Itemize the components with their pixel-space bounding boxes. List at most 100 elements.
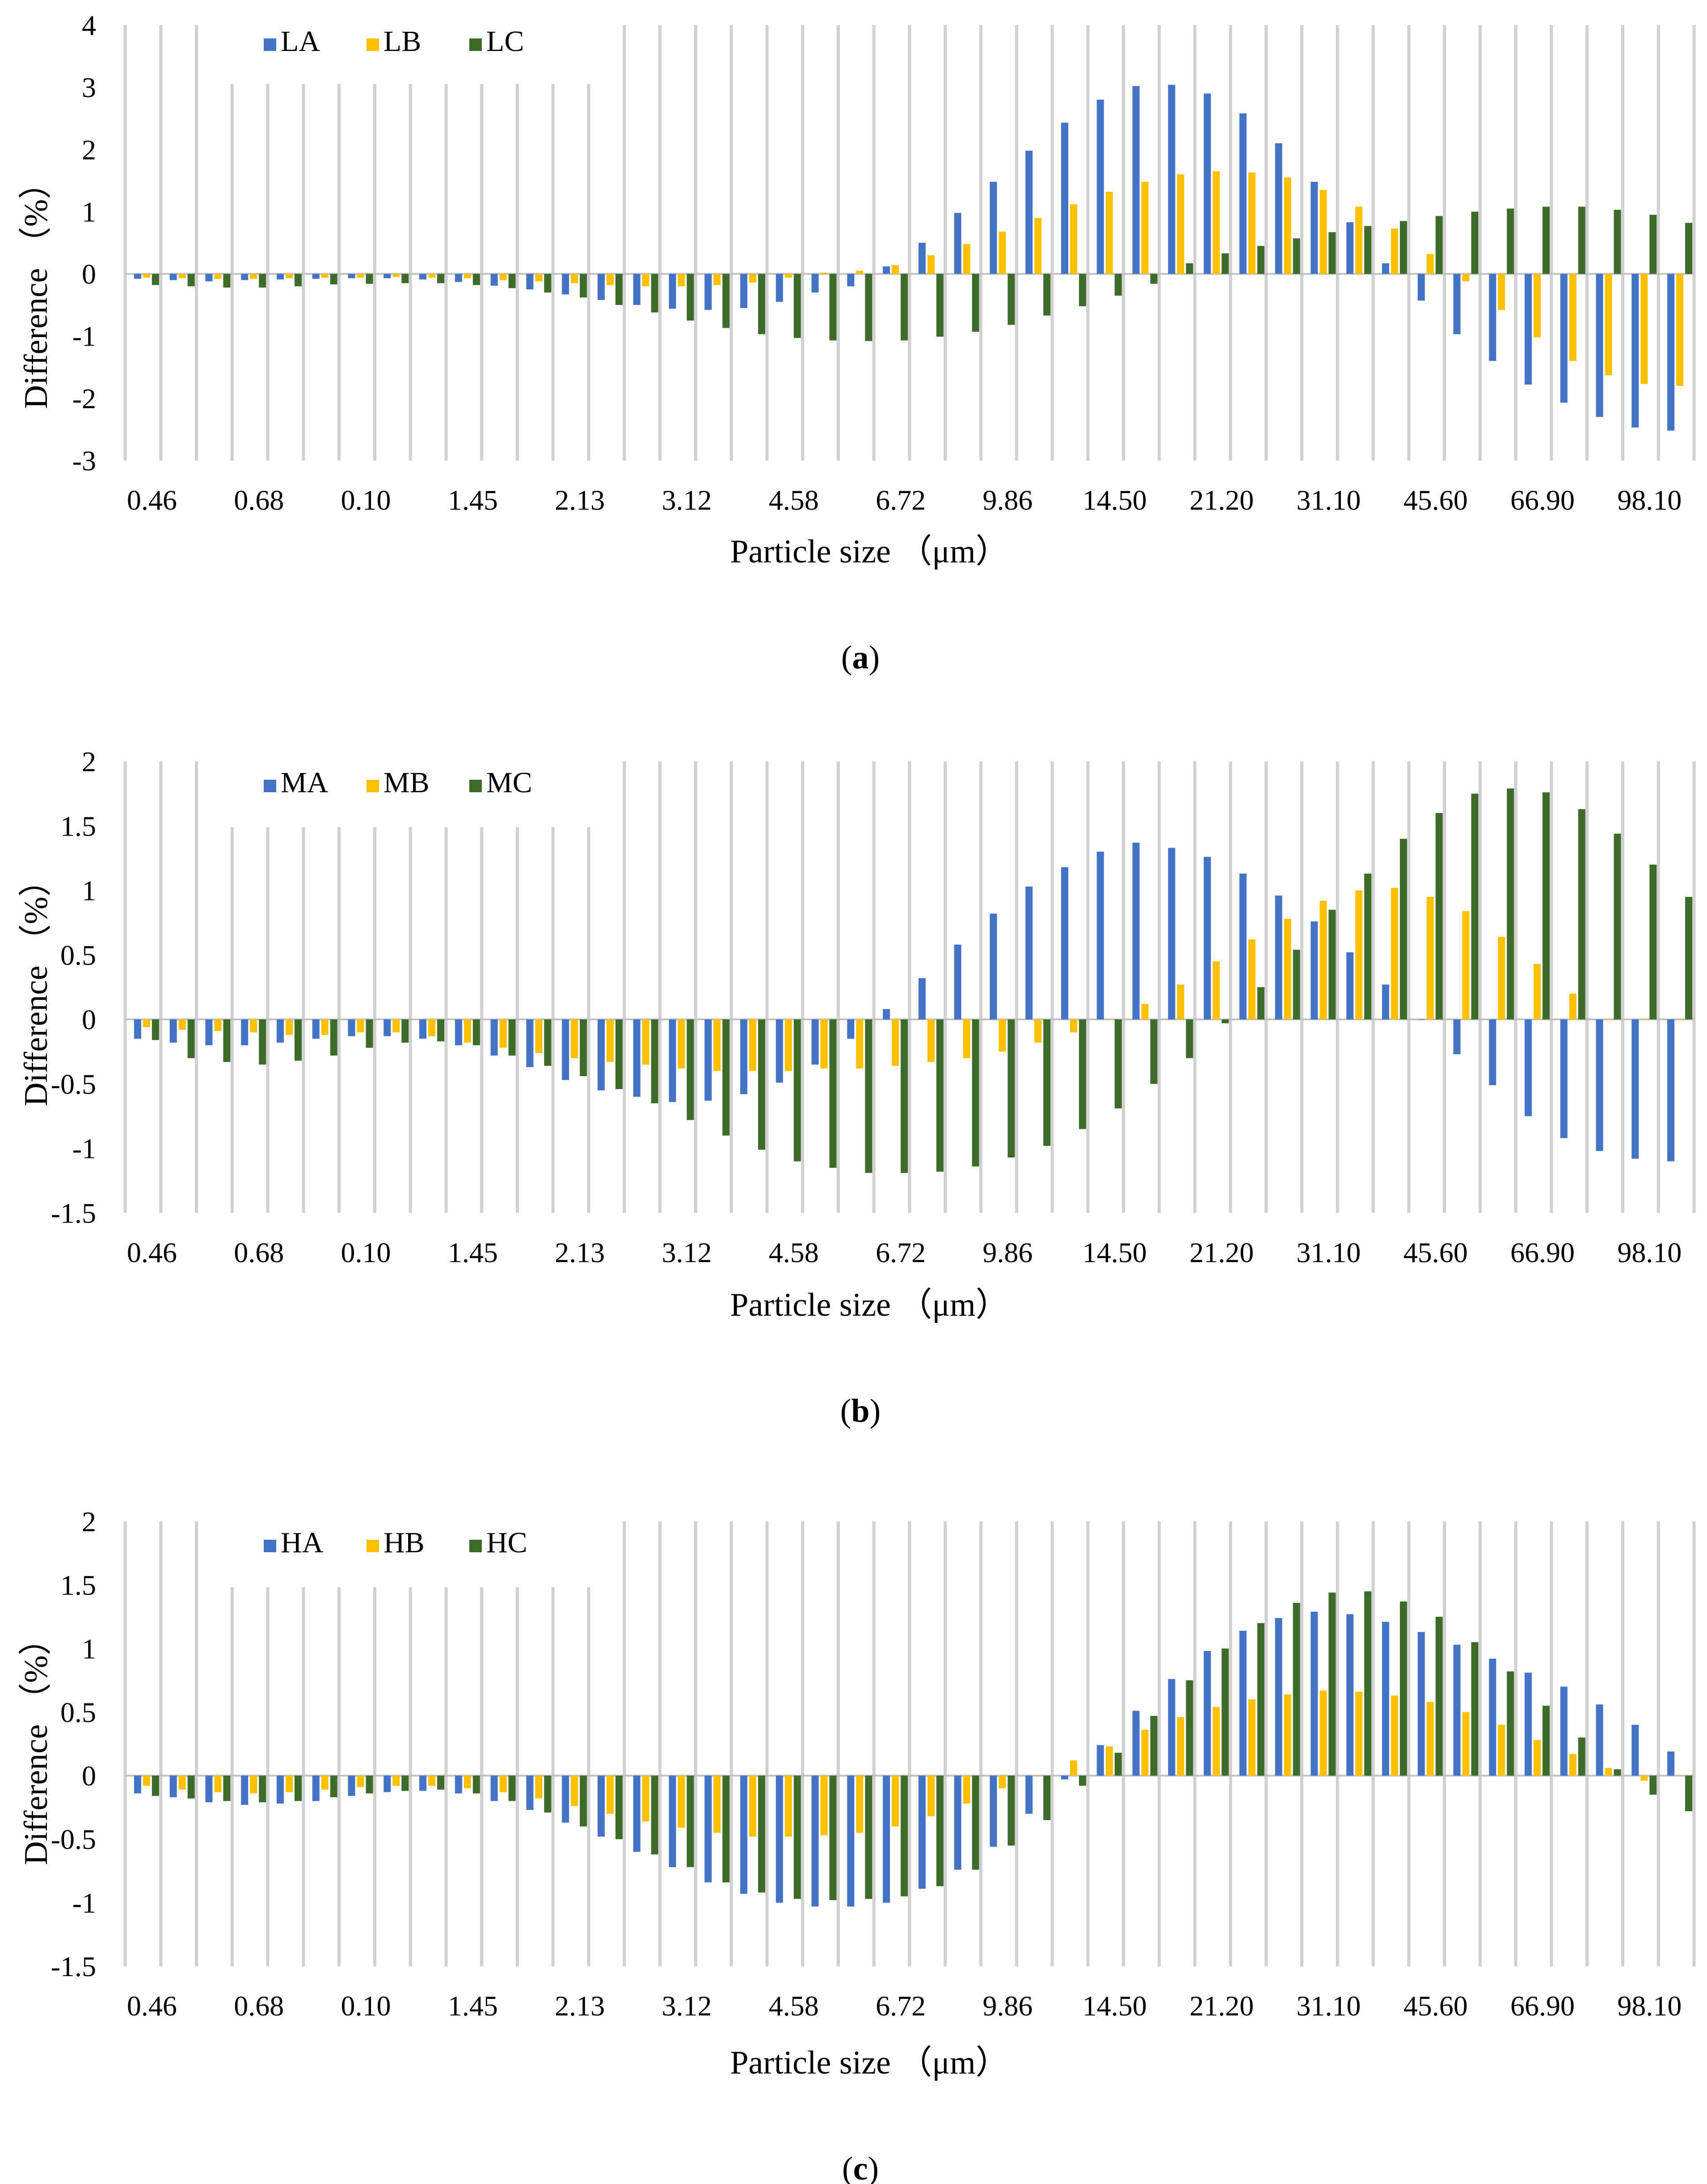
bar-hc: [1293, 1602, 1300, 1776]
bar-la: [526, 274, 534, 290]
bar-ma: [1204, 857, 1211, 1020]
x-tick-label: 1.45: [448, 1237, 498, 1268]
bar-ma: [1061, 867, 1068, 1020]
bar-ma: [562, 1019, 569, 1080]
bar-ma: [990, 913, 997, 1020]
panel-caption-open: (: [841, 639, 852, 676]
bar-hc: [152, 1775, 159, 1796]
bar-lc: [1043, 274, 1051, 316]
bar-ha: [990, 1775, 997, 1847]
bar-lc: [223, 274, 231, 288]
y-tick-label: -2: [72, 383, 96, 414]
bar-mc: [1471, 794, 1479, 1020]
bar-ha: [776, 1775, 783, 1903]
bar-ma: [526, 1019, 534, 1067]
bar-mc: [330, 1019, 337, 1056]
bar-lc: [1399, 221, 1407, 274]
legend-label-lc: LC: [486, 25, 524, 58]
bar-mc: [544, 1019, 552, 1066]
bar-ha: [1239, 1631, 1247, 1776]
bar-ma: [1382, 984, 1389, 1020]
bar-lc: [865, 274, 872, 341]
bar-hc: [651, 1775, 658, 1854]
bar-mc: [1614, 833, 1621, 1020]
bar-ma: [1275, 896, 1282, 1020]
y-tick-label: 0: [82, 1004, 96, 1035]
x-tick-label: 4.58: [769, 1237, 819, 1268]
bar-hc: [865, 1775, 872, 1899]
bar-lc: [1114, 274, 1122, 296]
panel-caption: (b): [840, 1393, 881, 1429]
bar-ma: [1168, 848, 1176, 1020]
bar-la: [276, 274, 284, 280]
legend-label-mc: MC: [486, 766, 532, 799]
x-tick-label: 0.46: [127, 1990, 177, 2022]
bar-ma: [633, 1019, 641, 1097]
bar-ma: [811, 1019, 819, 1065]
bar-ma: [669, 1019, 676, 1102]
bar-lb: [178, 274, 186, 279]
bar-hc: [1399, 1601, 1407, 1776]
bar-hb: [1141, 1730, 1149, 1776]
bar-mc: [1222, 1019, 1229, 1023]
bar-mc: [1114, 1019, 1122, 1109]
bar-ma: [1346, 952, 1354, 1020]
bar-lc: [508, 274, 516, 288]
x-tick-label: 3.12: [662, 484, 712, 516]
bar-lb: [1676, 274, 1684, 386]
bar-mb: [1534, 964, 1541, 1020]
y-tick-label: -1.5: [51, 1951, 96, 1982]
bar-la: [205, 274, 213, 282]
bar-hb: [1391, 1695, 1398, 1776]
bar-ha: [669, 1775, 676, 1867]
x-tick-label: 2.13: [555, 1237, 605, 1268]
bar-hb: [820, 1775, 828, 1836]
bar-mc: [1293, 950, 1300, 1020]
bar-ma: [276, 1019, 284, 1043]
bar-hc: [544, 1775, 552, 1813]
x-tick-label: 0.10: [341, 1990, 391, 2022]
bar-lb: [856, 270, 864, 274]
bar-la: [633, 274, 641, 305]
bar-hc: [687, 1775, 694, 1867]
bar-hb: [464, 1775, 471, 1788]
bar-mc: [1399, 839, 1407, 1020]
bar-lc: [651, 274, 658, 313]
bar-ha: [847, 1775, 855, 1907]
bar-hc: [1507, 1671, 1514, 1776]
bar-mc: [865, 1019, 872, 1173]
bar-mb: [606, 1019, 614, 1062]
panel-caption-letter: c: [853, 2150, 868, 2184]
bar-lb: [606, 274, 614, 285]
bar-hc: [1079, 1775, 1086, 1786]
bar-ha: [1596, 1704, 1603, 1776]
bar-mb: [1070, 1019, 1077, 1032]
bar-hb: [392, 1775, 400, 1786]
legend-label-ma: MA: [281, 766, 329, 799]
bar-hb: [1498, 1724, 1505, 1776]
chart-panel-a: 4 3 2 1 0 -1 -2 -3 0.46 0.68 0.10 1.45 2.13 3.12 4.58 6…: [18, 9, 1696, 676]
legend-swatch-hb: [367, 1540, 379, 1552]
x-tick-label: 0.46: [127, 484, 177, 516]
bar-ma: [1096, 852, 1104, 1020]
bar-lc: [259, 274, 266, 288]
bar-lb: [1498, 274, 1505, 310]
bar-lc: [1328, 232, 1336, 274]
x-tick-label: 6.72: [876, 1237, 926, 1268]
x-tick-label: 98.10: [1617, 484, 1682, 516]
bar-ha: [526, 1775, 534, 1810]
bar-mc: [1043, 1019, 1051, 1146]
bar-la: [241, 274, 249, 280]
legend-swatch-lc: [469, 38, 482, 51]
bar-mb: [999, 1019, 1006, 1052]
bar-hc: [829, 1775, 837, 1901]
bar-lc: [1364, 226, 1372, 274]
bar-hb: [1284, 1694, 1291, 1776]
bar-lb: [143, 274, 150, 278]
bar-lb: [678, 274, 685, 287]
bar-ha: [1096, 1745, 1104, 1776]
bar-ma: [918, 978, 926, 1020]
bar-mc: [1507, 788, 1514, 1020]
bar-la: [740, 274, 748, 308]
bar-mb: [1462, 911, 1470, 1020]
